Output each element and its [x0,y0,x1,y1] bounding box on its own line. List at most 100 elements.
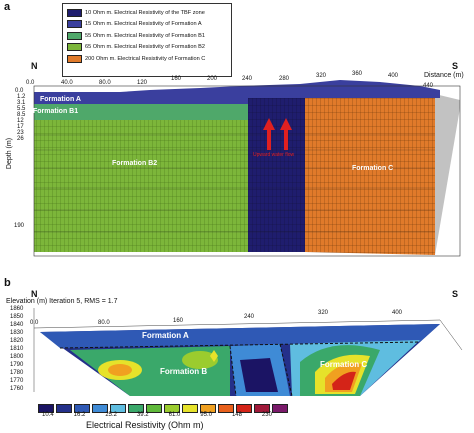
colorbar [38,404,290,413]
y-tick: 1810 [10,346,24,352]
legend-text: 10 Ohm m. Electrical Resistivity of the … [85,9,205,16]
y-tick: 1800 [10,354,24,360]
x-tick: 320 [318,310,329,316]
y-tick: 5.5 [17,106,26,112]
x-tick: 80.0 [99,80,111,86]
colorbar-swatch [164,404,180,413]
panel-a-section [33,80,461,257]
formation-a-label-b: Formation A [142,331,189,340]
y-tick: 1.2 [17,94,26,100]
colorbar-swatch [182,404,198,413]
x-tick: 320 [316,73,327,79]
formation-b2-region [34,120,248,252]
legend-swatch [67,20,82,29]
colorbar-swatch [254,404,270,413]
y-tick: 17 [17,124,24,130]
legend-swatch [67,31,82,40]
formation-b-label-b: Formation B [160,367,208,376]
panel-a-x-label: Distance (m) [424,72,464,79]
formation-b1-region [34,104,248,120]
colorbar-swatch [110,404,126,413]
x-tick: 280 [279,76,290,82]
legend-entry: 65 Ohm m. Electrical Resistivity of Form… [67,42,227,54]
colorbar-swatch [146,404,162,413]
panel-a-label: a [4,1,11,13]
colorbar-labels: 10.4 16.2 25.2 39.2 61.0 95.0 148 230 [42,412,272,418]
panel-b-tomogram [33,308,463,397]
formation-c-label: Formation C [352,165,394,172]
colorbar-label: 10.4 [42,412,54,418]
y-tick: 23 [17,130,24,136]
colorbar-label: 25.2 [105,412,117,418]
y-tick: 1840 [10,322,24,328]
y-tick: 1850 [10,314,24,320]
colorbar-swatch [272,404,288,413]
colorbar-label: 230 [261,412,272,418]
legend-swatch [67,54,82,63]
panel-b-south: S [452,289,459,299]
x-tick: 160 [171,76,182,82]
formation-c-region [305,90,435,255]
x-tick: 240 [244,314,255,320]
colorbar-swatch [56,404,72,413]
formation-b1-label: Formation B1 [33,108,79,115]
x-tick: 0.0 [26,80,35,86]
legend-entry: 200 Ohm m. Electrical Resistivity of For… [67,53,227,65]
y-tick: 1790 [10,362,24,368]
legend-text: 55 Ohm m. Electrical Resistivity of Form… [85,32,205,39]
x-tick: 160 [173,318,184,324]
panel-a-legend: 10 Ohm m. Electrical Resistivity of the … [62,3,232,77]
colorbar-label: 148 [231,412,242,418]
formation-c-label-b: Formation C [320,360,368,369]
colorbar-swatch [38,404,54,413]
x-tick: 400 [388,73,399,79]
legend-entry: 10 Ohm m. Electrical Resistivity of the … [67,7,227,19]
colorbar-swatch [200,404,216,413]
panel-b-north: N [31,289,38,299]
legend-text: 15 Ohm m. Electrical Resistivity of Form… [85,21,202,28]
panel-b-label: b [4,277,11,289]
legend-swatch [67,8,82,17]
legend-entry: 15 Ohm m. Electrical Resistivity of Form… [67,19,227,31]
y-tick: 1820 [10,338,24,344]
panel-b-subtitle: Elevation (m) Iteration 5, RMS = 1.7 [6,298,118,305]
x-tick: 120 [137,80,148,86]
y-tick: 1770 [10,378,24,384]
formation-b2-label: Formation B2 [112,160,158,167]
y-tick: 1860 [10,306,24,312]
legend-text: 65 Ohm m. Electrical Resistivity of Form… [85,44,205,51]
colorbar-swatch [236,404,252,413]
colorbar-swatch [128,404,144,413]
colorbar-label: 61.0 [168,412,181,418]
x-tick: 80.0 [98,320,110,326]
y-tick: 0.0 [15,88,24,94]
legend-entry: 55 Ohm m. Electrical Resistivity of Form… [67,30,227,42]
y-tick: 12 [17,118,24,124]
panel-a-north: N [31,61,38,71]
flow-label: Upward water flow [253,152,295,158]
colorbar-title: Electrical Resistivity (Ohm m) [86,420,204,430]
colorbar-label: 39.2 [136,412,149,418]
x-tick: 360 [352,71,363,77]
x-tick: 400 [392,310,403,316]
panel-a-south: S [452,61,459,71]
y-tick: 1780 [10,370,24,376]
legend-text: 200 Ohm m. Electrical Resistivity of For… [85,55,206,62]
y-tick: 3.1 [17,100,26,106]
tbf-zone-region [248,98,305,252]
y-tick: 1830 [10,330,24,336]
colorbar-swatch [92,404,108,413]
colorbar-swatch [218,404,234,413]
colorbar-swatch [74,404,90,413]
x-tick: 200 [207,76,218,82]
y-tick: 190 [14,223,25,229]
formation-a-label: Formation A [40,96,81,103]
upward-flow-arrows [263,118,292,150]
y-tick: 26 [17,136,24,142]
x-tick: 240 [242,76,253,82]
colorbar-label: 95.0 [200,412,212,418]
colorbar-label: 16.2 [73,412,86,418]
y-tick: 1760 [10,386,24,392]
legend-swatch [67,43,82,52]
x-tick: 40.0 [61,80,73,86]
